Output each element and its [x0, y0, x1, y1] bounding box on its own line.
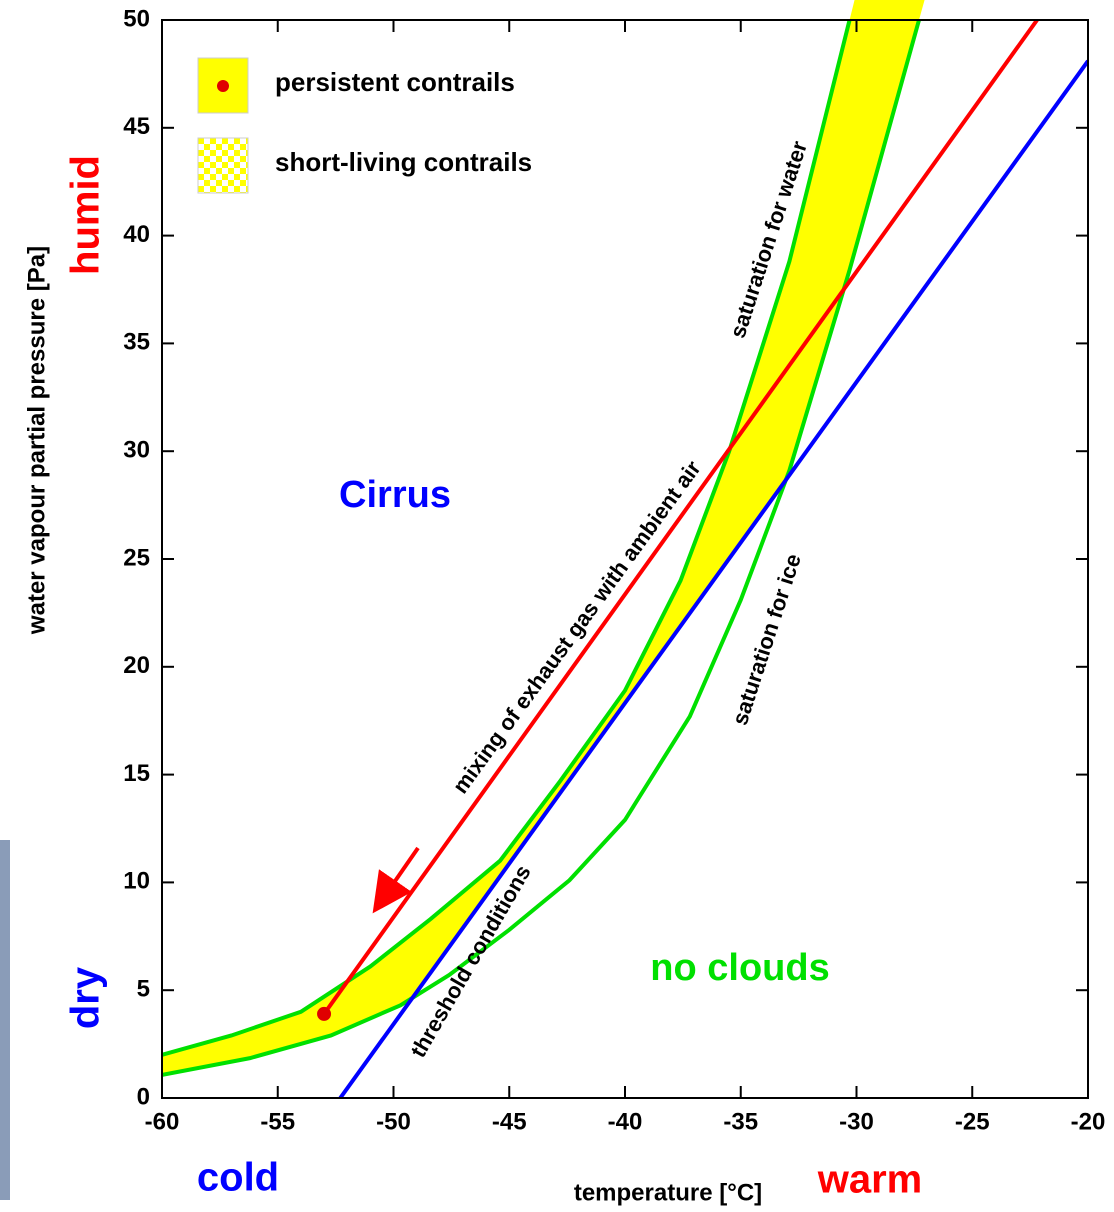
background-strip [0, 840, 10, 1200]
chart: temperature [°C] water vapour partial pr… [0, 0, 1114, 1212]
x-tick-label: -50 [376, 1108, 411, 1135]
series-label: saturation for ice [727, 551, 806, 728]
x-tick-label: -55 [260, 1108, 295, 1135]
y-tick-label: 35 [123, 329, 150, 356]
y-tick-label: 15 [123, 760, 150, 787]
y-tick-label: 10 [123, 868, 150, 895]
y-tick-label: 20 [123, 652, 150, 679]
x-tick-label: -35 [723, 1108, 758, 1135]
annotation: cold [197, 1156, 279, 1200]
x-tick-label: -30 [839, 1108, 874, 1135]
x-tick-label: -45 [492, 1108, 527, 1135]
x-axis-label: temperature [°C] [574, 1179, 762, 1206]
y-tick-label: 0 [137, 1083, 150, 1110]
y-tick-label: 45 [123, 113, 150, 140]
y-tick-label: 30 [123, 437, 150, 464]
x-tick-label: -20 [1071, 1108, 1106, 1135]
x-tick-label: -25 [955, 1108, 990, 1135]
annotation: no clouds [650, 947, 829, 989]
series-line [162, 20, 919, 1075]
annotation: dry [64, 966, 108, 1029]
legend-label: persistent contrails [275, 67, 515, 97]
y-tick-label: 50 [123, 5, 150, 32]
y-axis-label: water vapour partial pressure [Pa] [23, 246, 50, 635]
legend-label: short-living contrails [275, 147, 532, 177]
y-tick-label: 25 [123, 544, 150, 571]
series-line [340, 61, 1088, 1098]
x-tick-label: -60 [145, 1108, 180, 1135]
x-tick-label: -40 [608, 1108, 643, 1135]
legend-swatch [198, 138, 248, 193]
y-tick-label: 40 [123, 221, 150, 248]
annotation: humid [64, 155, 108, 275]
annotation: warm [817, 1158, 923, 1202]
legend-point [217, 80, 229, 92]
aircraft-point [317, 1007, 331, 1021]
annotation: Cirrus [339, 474, 451, 516]
y-tick-label: 5 [137, 976, 150, 1003]
